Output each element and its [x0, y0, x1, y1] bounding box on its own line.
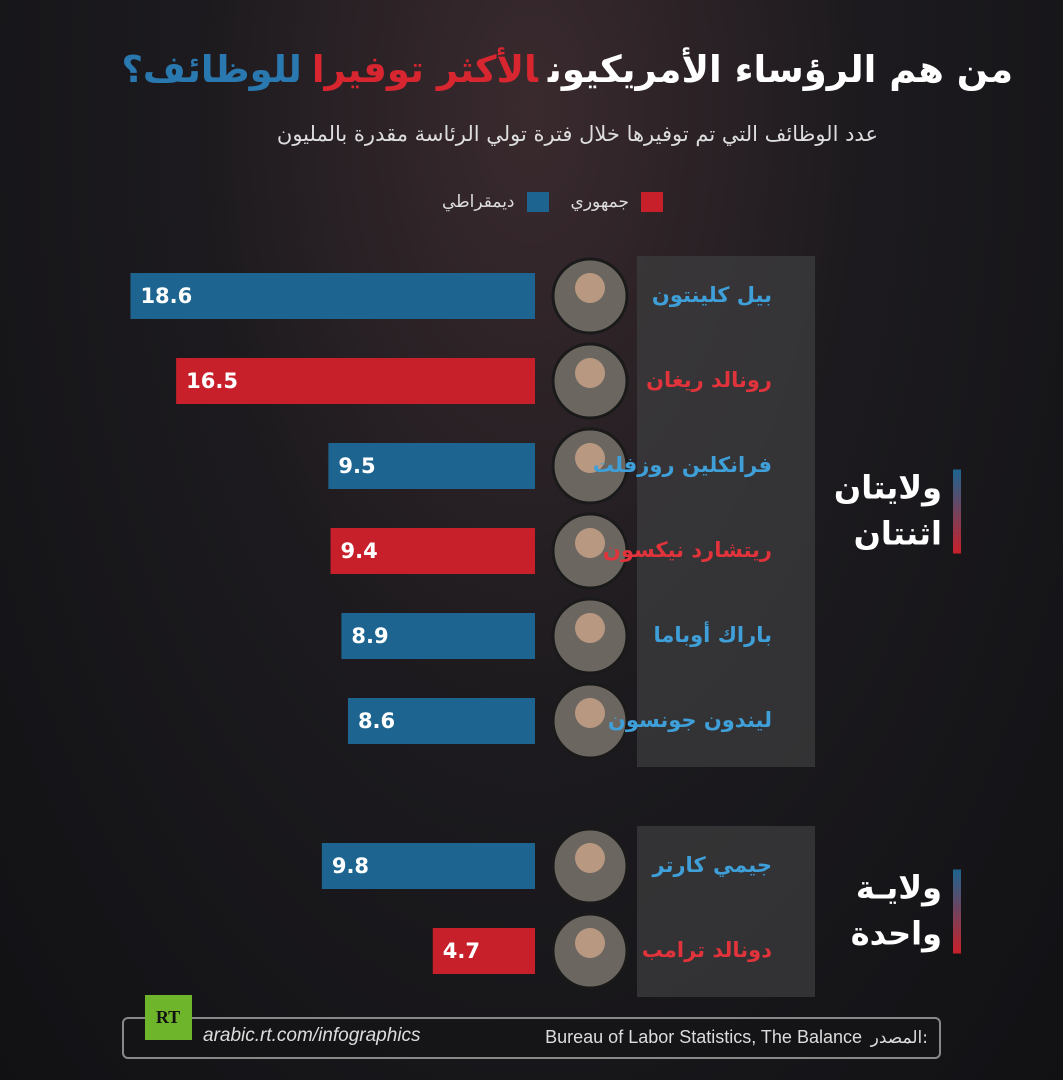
- group-label: ولايـة: [856, 869, 942, 907]
- category-label: دونالد ترامب: [642, 938, 773, 962]
- name-panel: [637, 826, 815, 997]
- value-label: 8.9: [351, 624, 388, 648]
- value-label: 18.6: [140, 284, 192, 308]
- portrait-head: [575, 698, 605, 728]
- name-panel: [637, 256, 815, 767]
- source: Bureau of Labor Statistics, The Balance: [545, 1027, 862, 1047]
- category-label: جيمي كارتر: [652, 853, 772, 877]
- bar: [321, 843, 535, 889]
- bar: [328, 443, 535, 489]
- logo: RT: [156, 1007, 180, 1027]
- footer-box: [122, 1017, 941, 1059]
- legend-item: ديمقراطي: [442, 192, 549, 212]
- bar: [330, 528, 535, 574]
- group-label: واحدة: [851, 915, 942, 953]
- category-label: ريتشارد نيكسون: [603, 538, 772, 562]
- bar: [341, 613, 535, 659]
- legend-label: جمهوري: [570, 192, 629, 212]
- source-label: المصدر:: [870, 1028, 928, 1048]
- category-label: بيل كلينتون: [652, 283, 772, 307]
- portrait-head: [575, 273, 605, 303]
- portrait-head: [575, 843, 605, 873]
- legend: جمهوري ديمقراطي: [442, 192, 663, 212]
- group-label: ولايتان: [834, 469, 942, 507]
- group-marker: [953, 469, 961, 554]
- title-part: من هم الرؤساء الأمريكيون: [547, 48, 1013, 91]
- legend-item: جمهوري: [571, 192, 663, 212]
- bar: [432, 928, 535, 974]
- legend-swatch: [641, 192, 663, 212]
- value-label: 4.7: [443, 939, 480, 963]
- title: من هم الرؤساء الأمريكيونالأكثر توفيراللو…: [111, 48, 1013, 91]
- value-label: 9.5: [338, 454, 375, 478]
- portrait-head: [575, 928, 605, 958]
- footer-url: arabic.rt.com/infographics: [203, 1025, 421, 1046]
- category-label: رونالد ريغان: [646, 368, 772, 392]
- bar: [176, 358, 535, 404]
- title-part: الأكثر توفيرا: [311, 48, 538, 91]
- portrait-head: [575, 358, 605, 388]
- logo-box: [145, 995, 192, 1040]
- group-label: اثنتان: [854, 515, 942, 553]
- value-label: 16.5: [186, 369, 238, 393]
- value-label: 8.6: [358, 709, 395, 733]
- bar: [347, 698, 535, 744]
- portrait-head: [575, 443, 605, 473]
- category-label: باراك أوباما: [653, 620, 772, 647]
- value-label: 9.8: [332, 854, 369, 878]
- group-marker: [953, 869, 961, 954]
- portrait-head: [575, 613, 605, 643]
- category-label: ليندون جونسون: [608, 708, 772, 732]
- legend-swatch: [526, 192, 549, 212]
- portrait-head: [575, 528, 605, 558]
- value-label: 9.4: [341, 539, 378, 563]
- bar: [130, 273, 535, 319]
- category-label: فرانكلين روزفلت: [593, 453, 772, 477]
- subtitle: عدد الوظائف التي تم توفيرها خلال فترة تو…: [276, 122, 878, 146]
- title-part: للوظائف؟: [121, 48, 302, 91]
- legend-label: ديمقراطي: [441, 192, 515, 212]
